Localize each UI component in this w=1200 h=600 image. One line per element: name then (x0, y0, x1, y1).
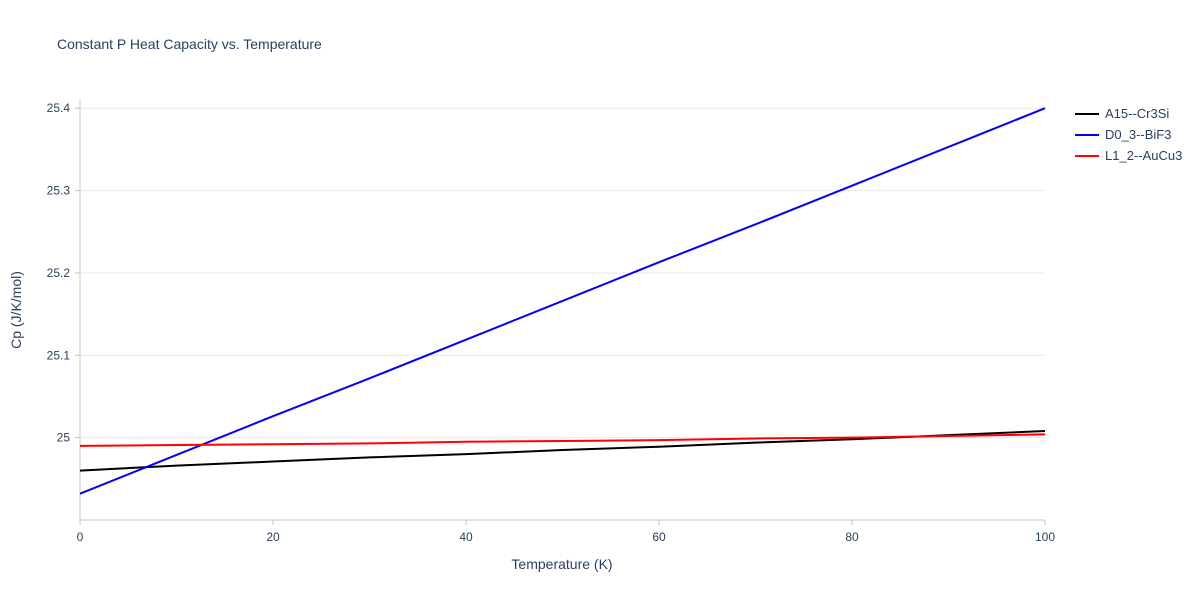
svg-text:80: 80 (845, 530, 859, 544)
svg-text:40: 40 (459, 530, 473, 544)
legend-label-l1-2-aucu3: L1_2--AuCu3 (1105, 148, 1183, 163)
legend-line-swatch-blue (1075, 133, 1099, 136)
legend-entry-d0-3-bif3[interactable]: D0_3--BiF3 (1075, 124, 1182, 145)
svg-text:25.1: 25.1 (47, 348, 71, 362)
series-lines (79, 107, 1046, 495)
legend: A15--Cr3Si D0_3--BiF3 L1_2--AuCu3 (1075, 103, 1182, 166)
y-axis-label: Cp (J/K/mol) (8, 271, 24, 349)
legend-line-swatch-black (1075, 112, 1099, 115)
legend-line-swatch-red (1075, 154, 1099, 157)
svg-text:25.4: 25.4 (47, 101, 71, 115)
svg-text:25.3: 25.3 (47, 184, 71, 198)
legend-label-a15-cr3si: A15--Cr3Si (1105, 106, 1170, 121)
svg-text:60: 60 (652, 530, 666, 544)
legend-label-d0-3-bif3: D0_3--BiF3 (1105, 127, 1172, 142)
chart-title: Constant P Heat Capacity vs. Temperature (57, 36, 322, 52)
svg-text:20: 20 (266, 530, 280, 544)
svg-text:0: 0 (77, 530, 84, 544)
svg-text:100: 100 (1035, 530, 1055, 544)
legend-entry-a15-cr3si[interactable]: A15--Cr3Si (1075, 103, 1182, 124)
gridlines-and-axes: 25 25.1 25.2 25.3 25.4 0 20 40 60 80 100 (47, 100, 1055, 544)
svg-text:25.2: 25.2 (47, 266, 71, 280)
x-axis-label: Temperature (K) (511, 556, 613, 572)
legend-entry-l1-2-aucu3[interactable]: L1_2--AuCu3 (1075, 145, 1182, 166)
svg-text:25: 25 (57, 431, 71, 445)
